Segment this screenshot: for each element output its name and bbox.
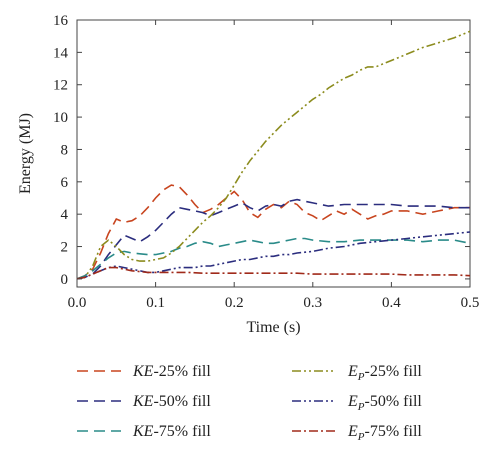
legend-entry: EP-25% fill	[347, 363, 422, 383]
x-axis: 0.0 0.1 0.2 0.3 0.4 0.5	[68, 20, 480, 311]
series-line-3	[76, 30, 471, 280]
legend-label-main: E	[347, 423, 358, 440]
legend-entry: KE-50% fill	[132, 393, 211, 410]
x-tick-label: 0.2	[225, 295, 244, 311]
legend-entry: KE-25% fill	[132, 363, 211, 380]
y-axis: 0 2 4 6 8 10 12 14 16	[53, 13, 470, 288]
series-layer	[76, 30, 471, 280]
series-line-0	[76, 184, 470, 280]
legend-label-suffix: -50% fill	[153, 393, 211, 410]
legend-label-main: E	[347, 393, 358, 410]
legend-label-main: KE	[132, 393, 154, 410]
y-tick-label: 6	[61, 175, 69, 191]
series-line-1	[76, 198, 470, 280]
legend-label-suffix: -75% fill	[365, 423, 423, 440]
y-tick-label: 2	[61, 240, 69, 256]
legend-entry: EP-50% fill	[347, 393, 422, 413]
legend-label-suffix: -25% fill	[365, 363, 423, 380]
y-tick-label: 16	[53, 13, 69, 29]
x-axis-title: Time (s)	[246, 319, 300, 336]
y-tick-label: 8	[61, 142, 69, 158]
series-line-5	[76, 266, 471, 280]
y-tick-label: 4	[61, 207, 69, 223]
legend-label-main: KE	[132, 423, 154, 440]
plot-area: 0.0 0.1 0.2 0.3 0.4 0.5 0 2 4 6 8 10 12 14 16	[53, 13, 479, 311]
y-tick-label: 14	[53, 45, 69, 61]
legend-label-main: KE	[132, 363, 154, 380]
x-tick-label: 0.0	[68, 295, 87, 311]
legend-label-suffix: -50% fill	[365, 393, 423, 410]
y-axis-title: Energy (MJ)	[17, 113, 34, 194]
legend-label-subscript: P	[357, 371, 365, 383]
legend-entry: KE-75% fill	[132, 423, 211, 440]
y-tick-label: 10	[53, 110, 68, 126]
legend-entry: EP-75% fill	[347, 423, 422, 443]
y-tick-label: 12	[53, 78, 68, 94]
x-tick-label: 0.5	[461, 295, 480, 311]
legend-label-main: E	[347, 363, 358, 380]
legend-label-subscript: P	[357, 401, 365, 413]
legend-label-subscript: P	[357, 431, 365, 443]
plot-frame	[76, 19, 471, 288]
y-tick-label: 0	[61, 272, 69, 288]
x-tick-label: 0.4	[382, 295, 401, 311]
x-tick-label: 0.3	[303, 295, 322, 311]
series-line-4	[76, 231, 471, 280]
x-tick-label: 0.1	[146, 295, 165, 311]
legend-label-suffix: -25% fill	[153, 363, 211, 380]
series-line-2	[76, 237, 471, 280]
legend-label-suffix: -75% fill	[153, 423, 211, 440]
